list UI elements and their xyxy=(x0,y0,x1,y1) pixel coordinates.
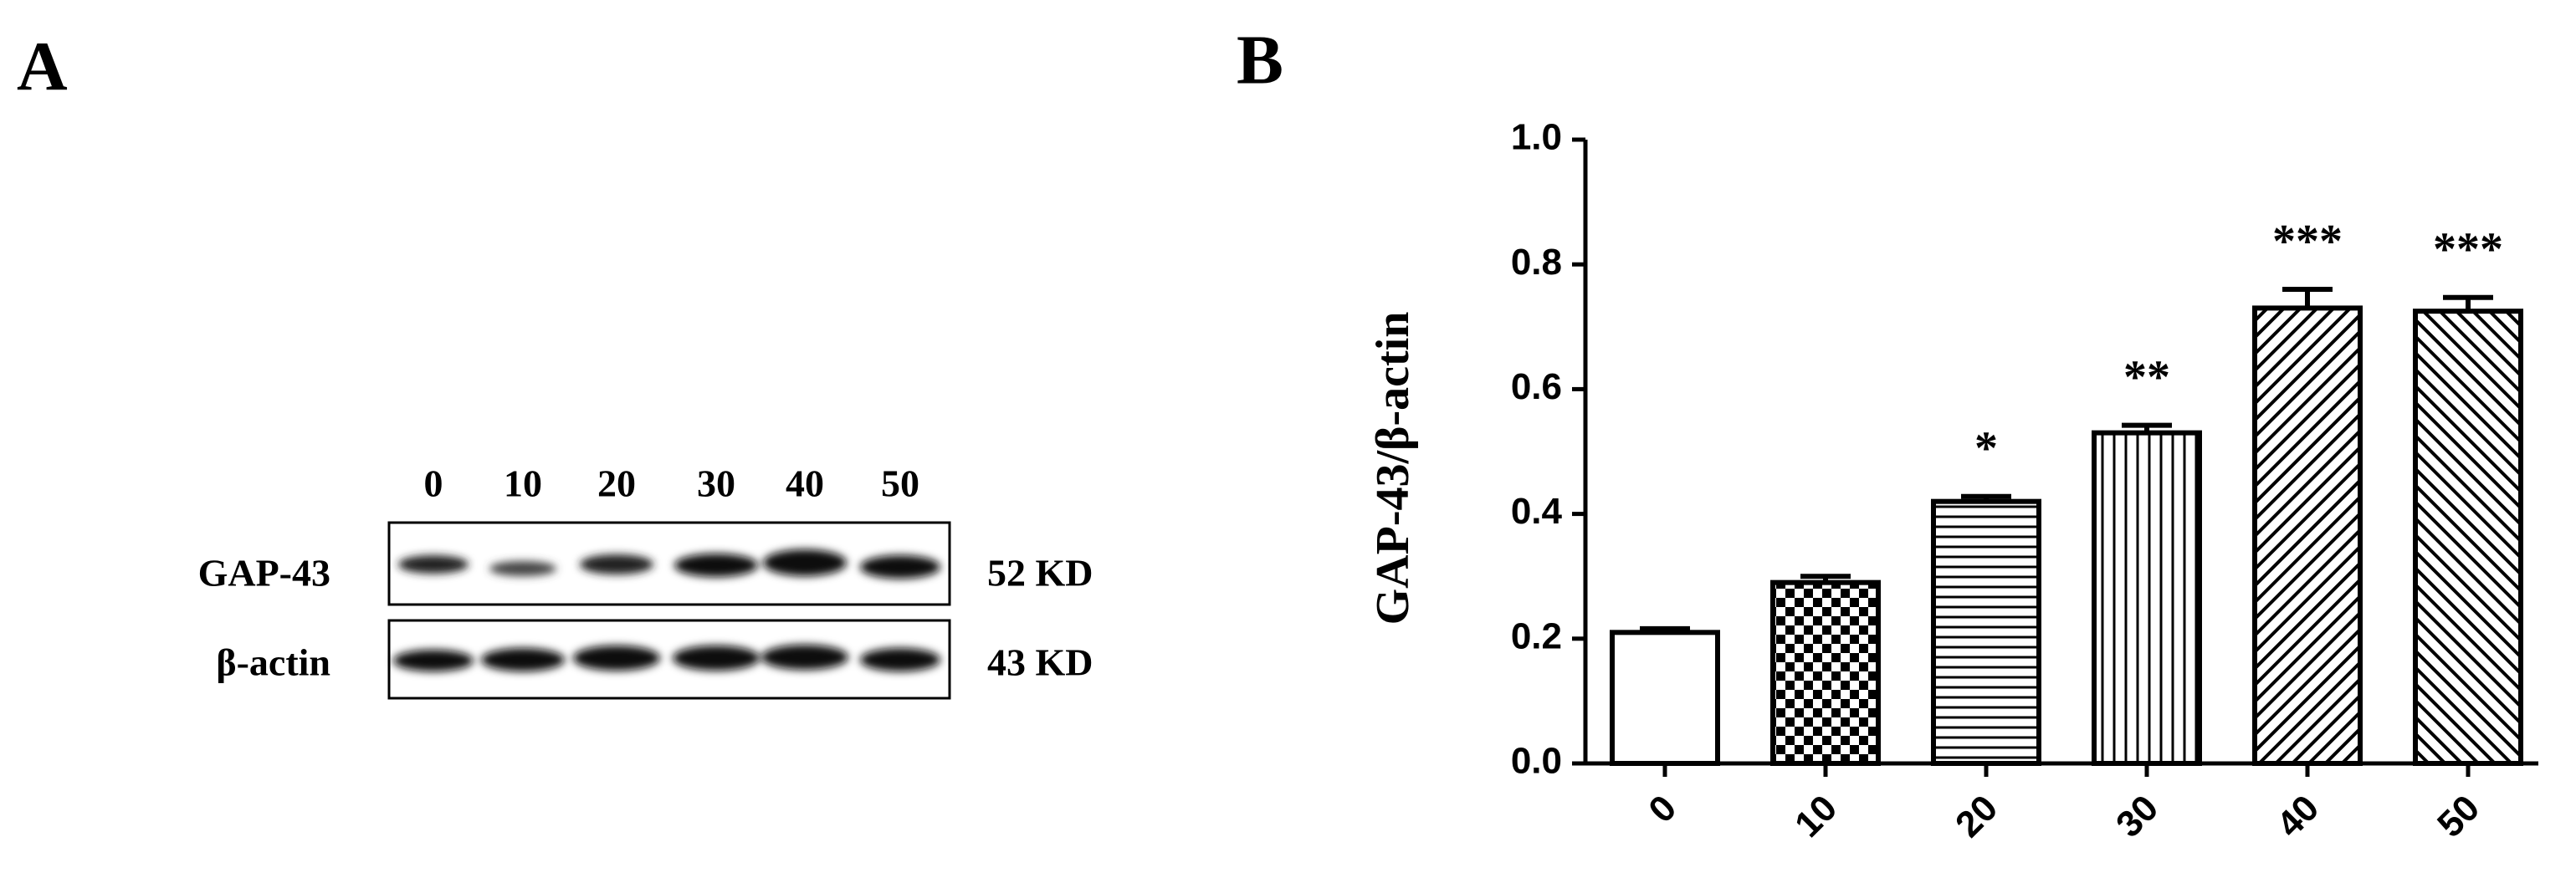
lane-label: 50 xyxy=(881,462,919,505)
row-label: GAP-43 xyxy=(198,552,330,595)
band xyxy=(860,648,940,671)
band-size: 43 KD xyxy=(987,641,1093,684)
band xyxy=(763,549,847,576)
x-tick-label: 50 xyxy=(2430,788,2487,845)
significance: *** xyxy=(2433,224,2503,276)
error-bar xyxy=(2122,422,2172,433)
band xyxy=(674,554,758,577)
band xyxy=(860,555,940,579)
band xyxy=(580,554,653,574)
band xyxy=(573,646,660,671)
lane-label: 40 xyxy=(786,462,824,505)
y-tick-label: 0.8 xyxy=(1511,242,1562,283)
panel-label: B xyxy=(1237,21,1283,99)
bands xyxy=(393,549,940,671)
band xyxy=(673,646,760,671)
x-tick-label: 20 xyxy=(1948,788,2005,845)
y-tick-label: 0.2 xyxy=(1511,615,1562,656)
significance: *** xyxy=(2272,216,2343,268)
significance: * xyxy=(1974,423,1998,475)
error-bar xyxy=(2443,294,2493,312)
band xyxy=(761,645,848,670)
x-tick-label: 10 xyxy=(1787,788,1845,845)
bar xyxy=(2092,430,2202,766)
row-label: β-actin xyxy=(216,641,330,684)
y-tick-label: 0.4 xyxy=(1511,491,1563,532)
bar xyxy=(1770,579,1881,766)
band xyxy=(398,555,469,574)
lane-label: 20 xyxy=(597,462,636,505)
y-tick-label: 1.0 xyxy=(1511,117,1562,158)
bar xyxy=(2252,305,2363,767)
blot-frame xyxy=(387,521,951,606)
panel-label: A xyxy=(17,28,68,105)
bar xyxy=(1931,498,2041,766)
significance: ** xyxy=(2123,352,2170,404)
band xyxy=(489,561,556,576)
error-bar xyxy=(1640,625,1690,633)
band-size: 52 KD xyxy=(987,552,1093,595)
y-tick-label: 0.0 xyxy=(1511,741,1562,782)
lane-label: 0 xyxy=(424,462,443,505)
error-bar xyxy=(1961,493,2011,502)
band xyxy=(393,650,474,671)
y-tick-label: 0.6 xyxy=(1511,366,1562,407)
lane-label: 30 xyxy=(697,462,735,505)
bar xyxy=(2413,309,2523,766)
y-axis-title: GAP-43/β-actin xyxy=(1367,312,1419,625)
error-bar xyxy=(1800,574,1851,583)
lane-label: 10 xyxy=(504,462,542,505)
bar xyxy=(1610,630,1720,767)
error-bar xyxy=(2282,287,2333,309)
band xyxy=(481,648,565,671)
x-tick-label: 40 xyxy=(2269,788,2327,845)
x-tick-label: 0 xyxy=(1641,788,1684,831)
x-tick-label: 30 xyxy=(2108,788,2166,845)
